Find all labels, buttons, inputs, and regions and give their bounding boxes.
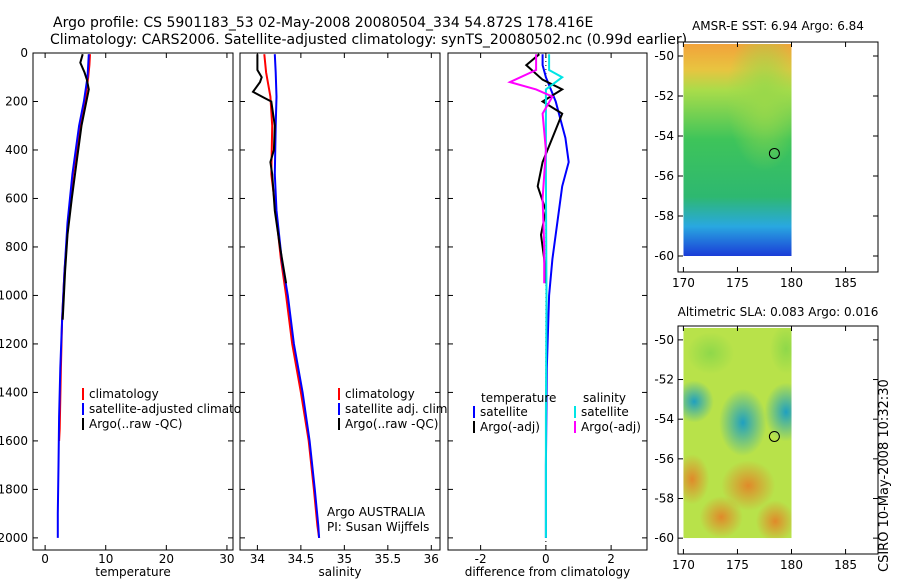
pi-label: PI: Susan Wijffels xyxy=(327,520,429,534)
argo-location-marker xyxy=(768,430,780,442)
pressure-tick-label: 1800 xyxy=(0,482,28,496)
sla-map-ytick-label: -52 xyxy=(654,373,674,387)
sla-anomaly-patch xyxy=(755,500,792,539)
timestamp-label: CSIRO 10-May-2008 10:32:30 xyxy=(877,379,892,572)
pressure-tick-label: 1000 xyxy=(0,288,28,302)
temperature-xtick-label: 10 xyxy=(98,552,113,566)
sst-field-overlay xyxy=(683,44,792,256)
sst-map-ytick-label: -52 xyxy=(654,89,674,103)
temperature-legend-label: satellite-adjusted climatology xyxy=(89,402,267,416)
pressure-tick-label: 1200 xyxy=(0,337,28,351)
difference-plot-frame xyxy=(447,52,648,551)
sla-map-xtick-label: 175 xyxy=(726,558,749,572)
temperature-plot-frame xyxy=(32,52,234,551)
figure-title-line1: Argo profile: CS 5901183_53 02-May-2008 … xyxy=(53,15,593,31)
sla-anomaly-patch xyxy=(686,332,735,375)
pressure-tick-label: 1600 xyxy=(0,434,28,448)
legend-title-salinity: salinity xyxy=(583,391,626,405)
sla-map-ytick-label: -56 xyxy=(654,452,674,466)
figure-title-line2: Climatology: CARS2006. Satellite-adjuste… xyxy=(50,32,687,48)
sst-map-ytick-label: -54 xyxy=(654,129,674,143)
sla-map-field xyxy=(683,327,792,539)
salinity-panel: 34 34.5 35 35.5 36 salinity climatologysatelli… xyxy=(239,52,451,579)
pressure-tick-label: 2000 xyxy=(0,531,28,545)
temperature-legend-label: climatology xyxy=(89,387,159,401)
sst-map-field xyxy=(683,44,792,256)
temperature-series-line xyxy=(61,53,90,320)
sst-map-xtick-label: 180 xyxy=(780,276,803,290)
sla-anomaly-patch xyxy=(719,388,767,457)
sla-map-xtick-label: 170 xyxy=(672,558,695,572)
salinity-legend-label: satellite adj. clim. xyxy=(345,402,451,416)
sst-map-frame xyxy=(677,41,879,273)
sst-map-ytick-label: -56 xyxy=(654,169,674,183)
difference-series-line xyxy=(507,54,554,284)
legend-title-temperature: temperature xyxy=(481,391,556,405)
sla-anomaly-patch xyxy=(769,327,792,375)
difference-xtick-label: 0 xyxy=(542,552,550,566)
salinity-xtick-label: 34.5 xyxy=(288,552,315,566)
sla-map-xtick-label: 180 xyxy=(780,558,803,572)
sst-map-ytick-label: -60 xyxy=(654,249,674,263)
sst-map-ytick-label: -58 xyxy=(654,209,674,223)
sla-map-ytick-label: -58 xyxy=(654,491,674,505)
sla-anomaly-patch xyxy=(683,454,710,505)
difference-legend-label: Argo(-adj) xyxy=(581,420,641,434)
temperature-panel: 0 10 20 30 0 200 400 600 800 1000 1200 1400 1600 1800… xyxy=(0,46,267,579)
temperature-xtick-label: 20 xyxy=(159,552,174,566)
difference-legend-label: satellite xyxy=(581,405,629,419)
difference-legend-label: satellite xyxy=(480,405,528,419)
pressure-tick-label: 400 xyxy=(5,143,28,157)
pressure-tick-label: 800 xyxy=(5,240,28,254)
salinity-series-line xyxy=(251,54,288,284)
sla-map-ytick-label: -54 xyxy=(654,412,674,426)
sla-anomaly-patch xyxy=(721,460,776,511)
argo-location-marker xyxy=(768,147,780,159)
pressure-tick-label: 1400 xyxy=(0,385,28,399)
sst-map-ytick-label: -50 xyxy=(654,49,674,63)
pressure-tick-label: 0 xyxy=(20,46,28,60)
sla-map-xtick-label: 185 xyxy=(834,558,857,572)
argo-australia-label: Argo AUSTRALIA xyxy=(327,505,426,519)
temperature-xtick-label: 30 xyxy=(219,552,234,566)
salinity-xtick-label: 35 xyxy=(337,552,352,566)
sla-map-ytick-label: -60 xyxy=(654,531,674,545)
difference-series-line xyxy=(544,54,565,538)
salinity-xtick-label: 35.5 xyxy=(374,552,401,566)
salinity-xtick-label: 34 xyxy=(250,552,265,566)
temperature-xaxis-label: temperature xyxy=(95,565,170,579)
sla-map-frame xyxy=(677,325,879,555)
sst-map-xtick-label: 185 xyxy=(834,276,857,290)
pressure-tick-label: 600 xyxy=(5,191,28,205)
sla-anomaly-patch xyxy=(699,496,743,539)
difference-legend-label: Argo(-adj) xyxy=(480,420,540,434)
salinity-legend-label: Argo(..raw -QC) xyxy=(345,417,438,431)
sla-anomaly-patch xyxy=(764,382,792,442)
sst-map-panel: 170 175 180 185 -50 -52 -54 -56 -58 -60 AMSR-E SST… xyxy=(654,19,879,290)
difference-xtick-label: 2 xyxy=(607,552,615,566)
salinity-xtick-label: 36 xyxy=(424,552,439,566)
salinity-plot-frame xyxy=(239,52,441,551)
sst-map-xtick-label: 175 xyxy=(726,276,749,290)
sla-map-panel: 170 175 180 185 -50 -52 -54 -56 -58 -60 Altimetric… xyxy=(654,305,879,572)
difference-series-line xyxy=(524,53,565,284)
sla-map-ytick-label: -50 xyxy=(654,333,674,347)
salinity-legend-label: climatology xyxy=(345,387,415,401)
sla-anomaly-patch xyxy=(683,380,714,423)
difference-xaxis-label: difference from climatology xyxy=(465,565,631,579)
pressure-tick-label: 200 xyxy=(5,94,28,108)
sst-map-title: AMSR-E SST: 6.94 Argo: 6.84 xyxy=(692,19,864,33)
difference-xtick-label: -2 xyxy=(475,552,487,566)
sst-map-xtick-label: 170 xyxy=(672,276,695,290)
temperature-legend-label: Argo(..raw -QC) xyxy=(89,417,182,431)
temperature-xtick-label: 0 xyxy=(41,552,49,566)
salinity-xaxis-label: salinity xyxy=(318,565,361,579)
sla-map-title: Altimetric SLA: 0.083 Argo: 0.016 xyxy=(678,305,879,319)
